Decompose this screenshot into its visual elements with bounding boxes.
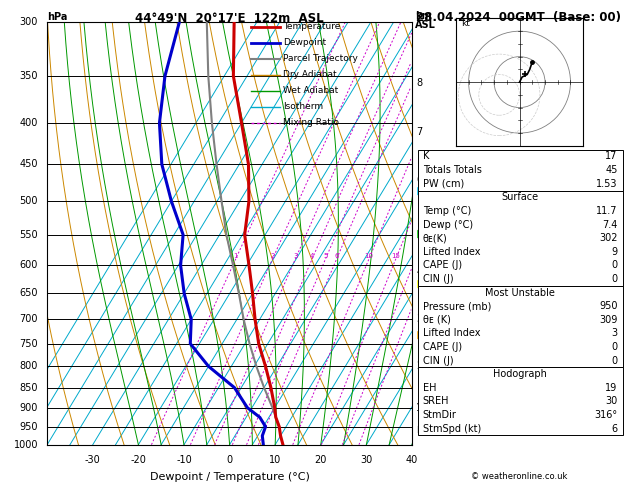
Text: 0: 0 [611,274,618,284]
Text: 0: 0 [611,356,618,365]
Text: 20: 20 [314,455,327,465]
Text: Most Unstable: Most Unstable [485,288,555,297]
Text: ▶: ▶ [417,186,426,196]
Text: 3: 3 [611,329,618,338]
Text: 950: 950 [19,422,38,432]
Text: 309: 309 [599,315,618,325]
Text: 28.04.2024  00GMT  (Base: 00): 28.04.2024 00GMT (Base: 00) [416,11,621,24]
Text: CIN (J): CIN (J) [423,356,454,365]
Text: 4: 4 [416,267,423,277]
Text: 9: 9 [611,247,618,257]
Text: Dewp (°C): Dewp (°C) [423,220,473,229]
Text: Wet Adiabat: Wet Adiabat [283,87,338,95]
Text: 700: 700 [19,314,38,325]
Text: Lifted Index: Lifted Index [423,329,480,338]
Text: hPa: hPa [47,12,67,22]
Text: 6: 6 [334,253,338,260]
Text: 15: 15 [391,253,400,260]
Text: 950: 950 [599,301,618,311]
Text: Pressure (mb): Pressure (mb) [423,301,491,311]
Text: 11.7: 11.7 [596,206,618,216]
Text: -10: -10 [176,455,192,465]
Text: 1.53: 1.53 [596,179,618,189]
Text: 302: 302 [599,233,618,243]
Text: 7: 7 [416,126,423,137]
Text: ▶: ▶ [417,228,426,238]
Text: 0: 0 [611,260,618,270]
Text: 10: 10 [269,455,281,465]
Text: 0: 0 [611,342,618,352]
Text: 850: 850 [19,382,38,393]
Text: 1: 1 [233,253,238,260]
Text: 800: 800 [19,361,38,371]
Text: 19: 19 [606,383,618,393]
Text: Temperature: Temperature [283,22,340,31]
Text: 6: 6 [416,174,423,185]
Text: StmSpd (kt): StmSpd (kt) [423,424,481,434]
Text: 10: 10 [364,253,373,260]
Text: Dewpoint / Temperature (°C): Dewpoint / Temperature (°C) [150,472,309,482]
Text: Isotherm: Isotherm [283,103,323,111]
Text: CAPE (J): CAPE (J) [423,342,462,352]
Text: 17: 17 [605,152,618,161]
Text: 3: 3 [416,314,423,325]
Text: Mixing Ratio (g/kg): Mixing Ratio (g/kg) [428,193,437,273]
Text: θᴇ (K): θᴇ (K) [423,315,450,325]
Text: 350: 350 [19,71,38,81]
Text: ▶: ▶ [417,330,426,340]
Text: 2: 2 [416,361,423,371]
Text: Totals Totals: Totals Totals [423,165,482,175]
Text: 30: 30 [606,397,618,406]
Text: 400: 400 [19,118,38,128]
Text: 7.4: 7.4 [603,220,618,229]
Text: 600: 600 [19,260,38,270]
Text: θᴇ(K): θᴇ(K) [423,233,447,243]
Text: ▶: ▶ [417,279,426,289]
Text: 450: 450 [19,159,38,169]
Text: LCL: LCL [416,426,431,435]
Text: ASL: ASL [415,20,436,31]
Text: Surface: Surface [501,192,539,202]
Text: Lifted Index: Lifted Index [423,247,480,257]
Text: Dry Adiabat: Dry Adiabat [283,70,337,79]
Text: 3: 3 [293,253,298,260]
Text: EH: EH [423,383,436,393]
Text: 44°49'N  20°17'E  122m  ASL: 44°49'N 20°17'E 122m ASL [135,12,324,25]
Text: 1: 1 [416,403,423,413]
Text: Dewpoint: Dewpoint [283,38,326,47]
Text: 40: 40 [406,455,418,465]
Text: Mixing Ratio: Mixing Ratio [283,119,339,127]
Text: 4: 4 [309,253,314,260]
Text: CIN (J): CIN (J) [423,274,454,284]
Text: PW (cm): PW (cm) [423,179,464,189]
Text: 30: 30 [360,455,372,465]
Text: CAPE (J): CAPE (J) [423,260,462,270]
Text: km: km [415,11,431,21]
Text: 45: 45 [605,165,618,175]
Text: 750: 750 [19,339,38,348]
Text: Hodograph: Hodograph [493,369,547,379]
Text: K: K [423,152,429,161]
Text: © weatheronline.co.uk: © weatheronline.co.uk [470,472,567,481]
Text: 5: 5 [416,223,423,233]
Text: 550: 550 [19,230,38,240]
Text: 2: 2 [270,253,274,260]
Text: 8: 8 [416,78,423,88]
Text: -30: -30 [85,455,101,465]
Text: 0: 0 [226,455,233,465]
Text: -20: -20 [130,455,147,465]
Text: kt: kt [461,19,470,28]
Text: 6: 6 [611,424,618,434]
Text: 650: 650 [19,288,38,298]
Text: Temp (°C): Temp (°C) [423,206,471,216]
Text: 5: 5 [323,253,328,260]
Text: SREH: SREH [423,397,449,406]
Text: 500: 500 [19,196,38,206]
Text: 1000: 1000 [14,440,38,450]
Text: 316°: 316° [594,410,618,420]
Text: 900: 900 [19,403,38,413]
Text: 300: 300 [19,17,38,27]
Text: Parcel Trajectory: Parcel Trajectory [283,54,358,63]
Text: StmDir: StmDir [423,410,457,420]
